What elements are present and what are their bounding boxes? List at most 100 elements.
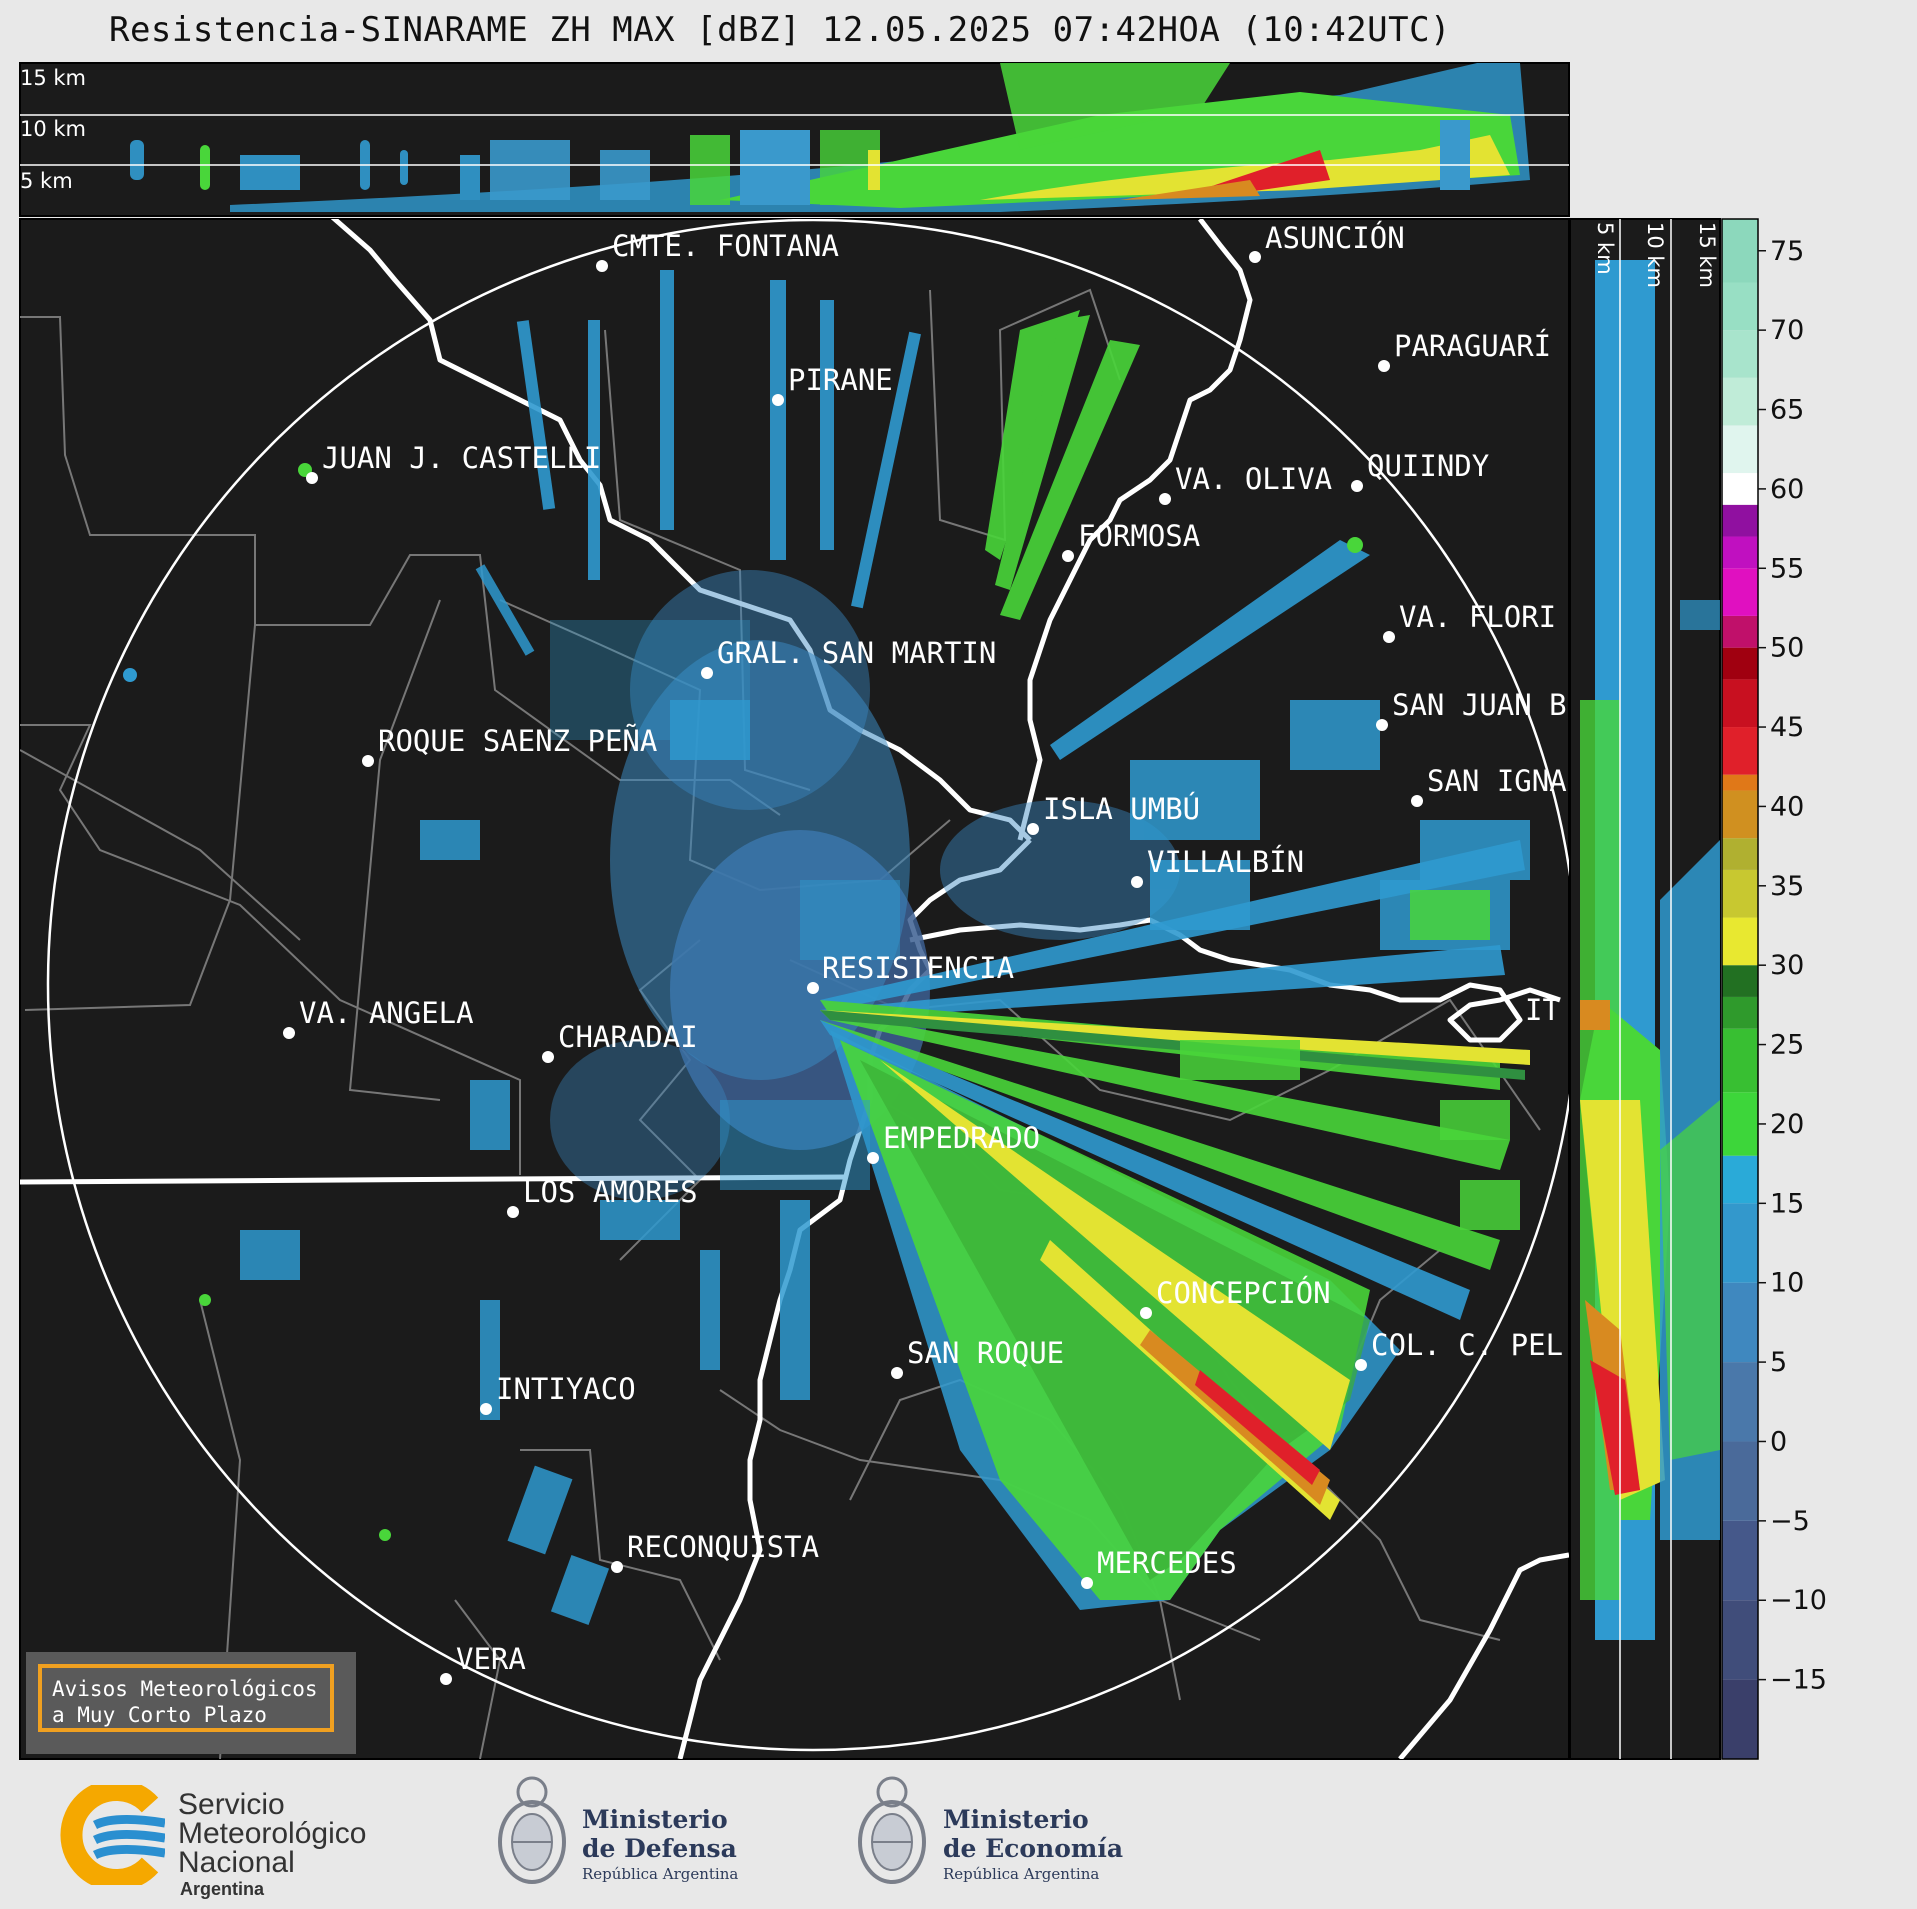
city-villalbin: VILLALBÍN: [1131, 845, 1304, 888]
map-title: Resistencia-SINARAME ZH MAX [dBZ] 12.05.…: [108, 10, 1452, 50]
smn-wordmark: Servicio Meteorológico Nacional Argentin…: [178, 1790, 366, 1900]
smn-country: Argentina: [180, 1879, 265, 1899]
colorbar-block: [1722, 996, 1758, 1029]
city-san-igna: SAN IGNA: [1411, 764, 1567, 807]
economia-line-2: de Economía: [943, 1834, 1124, 1863]
colorbar-block: [1722, 1679, 1758, 1759]
colorbar-tick-label: 25: [1770, 1030, 1804, 1061]
radar-figure: 15 km 10 km 5 km: [19, 62, 1827, 1760]
city-label: SAN ROQUE: [907, 1336, 1064, 1370]
international-boundaries: [20, 219, 1569, 1759]
colorbar-block: [1722, 774, 1758, 791]
colorbar-tick-label: 65: [1770, 395, 1804, 426]
colorbar-block: [1722, 1362, 1758, 1442]
coat-of-arms-icon: [858, 1776, 926, 1884]
main-map-panel: CMTE. FONTANA ASUNCIÓN PARAGUARÍ PIRANE …: [19, 218, 1570, 1760]
radar-echoes: [123, 270, 1530, 1626]
footer-logos: Servicio Meteorológico Nacional Argentin…: [0, 1760, 1917, 1909]
city-reconquista: RECONQUISTA: [611, 1530, 819, 1573]
city-label: CMTE. FONTANA: [612, 229, 839, 263]
city-label: FORMOSA: [1078, 519, 1200, 553]
warning-banner[interactable]: Avisos Meteorológicos a Muy Corto Plazo: [26, 1652, 356, 1754]
colorbar-tick-label: 75: [1770, 236, 1804, 267]
economia-sub: República Argentina: [943, 1865, 1100, 1883]
colorbar-block: [1722, 473, 1758, 505]
city-label: ROQUE SAENZ PEÑA: [378, 724, 657, 758]
city-charadai: CHARADAI: [542, 1020, 698, 1063]
colorbar-tick-label: −10: [1770, 1585, 1827, 1616]
city-va-flori: VA. FLORI: [1383, 600, 1556, 643]
city-los-amores: LOS AMORES: [507, 1175, 698, 1218]
city-pirane: PIRANE: [772, 363, 893, 406]
colorbar-block: [1722, 647, 1758, 680]
defensa-sub: República Argentina: [582, 1865, 739, 1883]
smn-line-1: Servicio: [178, 1788, 285, 1821]
colorbar-block: [1722, 1092, 1758, 1156]
top-panel-label-5km: 5 km: [20, 169, 73, 193]
city-va-angela: VA. ANGELA: [283, 996, 474, 1039]
city-label: EMPEDRADO: [883, 1121, 1040, 1155]
city-quiindy: QUIINDY: [1351, 449, 1489, 492]
warning-banner-frame: Avisos Meteorológicos a Muy Corto Plazo: [38, 1664, 334, 1732]
top-cross-section-panel: 15 km 10 km 5 km: [19, 62, 1570, 217]
colorbar-block: [1722, 504, 1758, 537]
colorbar-tick-label: 35: [1770, 871, 1804, 902]
city-markers: CMTE. FONTANA ASUNCIÓN PARAGUARÍ PIRANE …: [283, 221, 1567, 1685]
colorbar-tick-label: 10: [1770, 1268, 1804, 1299]
colorbar-block: [1722, 1203, 1758, 1283]
colorbar-block: [1722, 568, 1758, 616]
city-label: ASUNCIÓN: [1265, 221, 1405, 255]
smn-logo: [55, 1779, 166, 1891]
defensa-wordmark: Ministerio de Defensa República Argentin…: [582, 1805, 738, 1883]
colorbar-block: [1722, 869, 1758, 918]
top-panel-label-10km: 10 km: [20, 117, 86, 141]
colorbar-tick-label: 5: [1770, 1347, 1787, 1378]
colorbar-tick-label: 55: [1770, 553, 1804, 584]
city-label: GRAL. SAN MARTIN: [717, 636, 996, 670]
colorbar-block: [1722, 1600, 1758, 1680]
city-label: LOS AMORES: [523, 1175, 698, 1209]
city-vera: VERA: [440, 1642, 526, 1685]
warning-line-2: a Muy Corto Plazo: [52, 1703, 267, 1727]
colorbar-block: [1722, 1441, 1758, 1521]
colorbar-block: [1722, 615, 1758, 648]
defensa-line-1: Ministerio: [582, 1805, 728, 1834]
side-cross-section-panel: 5 km 10 km 15 km: [1569, 218, 1721, 1760]
city-empedrado: EMPEDRADO: [867, 1121, 1040, 1164]
city-label: VA. OLIVA: [1175, 462, 1332, 496]
warning-line-1: Avisos Meteorológicos: [52, 1677, 318, 1701]
colorbar-block: [1722, 282, 1758, 331]
defensa-line-2: de Defensa: [582, 1834, 737, 1863]
colorbar-block: [1722, 917, 1758, 966]
smn-line-2: Meteorológico: [178, 1817, 367, 1850]
colorbar-block: [1722, 679, 1758, 728]
colorbar-tick-label: 45: [1770, 712, 1804, 743]
colorbar-block: [1722, 1155, 1758, 1204]
colorbar-tick-label: 50: [1770, 633, 1804, 664]
city-paraguari: PARAGUARÍ: [1378, 329, 1551, 372]
city-juan-j-castelli: JUAN J. CASTELLI: [306, 441, 601, 484]
city-label: PARAGUARÍ: [1394, 329, 1551, 363]
city-label: INTIYACO: [496, 1372, 636, 1406]
colorbar-block: [1722, 965, 1758, 997]
colorbar-block: [1722, 536, 1758, 569]
city-concepcion: CONCEPCIÓN: [1140, 1276, 1331, 1319]
city-va-oliva: VA. OLIVA: [1159, 462, 1332, 505]
city-it: IT: [1525, 993, 1560, 1027]
smn-line-3: Nacional: [178, 1846, 295, 1879]
colorbar-blocks: [1722, 219, 1758, 1759]
city-label: JUAN J. CASTELLI: [322, 441, 601, 475]
smn-emblem-icon: [60, 1779, 166, 1891]
colorbar-block: [1722, 377, 1758, 426]
city-isla-umbu: ISLA UMBÚ: [1027, 792, 1200, 835]
city-cmte-fontana: CMTE. FONTANA: [596, 229, 839, 272]
city-resistencia: RESISTENCIA: [807, 951, 1014, 994]
colorbar-tick-label: −15: [1770, 1665, 1827, 1696]
city-intiyaco: INTIYACO: [480, 1372, 636, 1415]
colorbar-block: [1722, 1282, 1758, 1363]
city-label: IT: [1525, 993, 1560, 1027]
top-panel-label-15km: 15 km: [20, 66, 86, 90]
city-label: SAN JUAN B: [1392, 688, 1567, 722]
colorbar-tick-label: 60: [1770, 474, 1804, 505]
